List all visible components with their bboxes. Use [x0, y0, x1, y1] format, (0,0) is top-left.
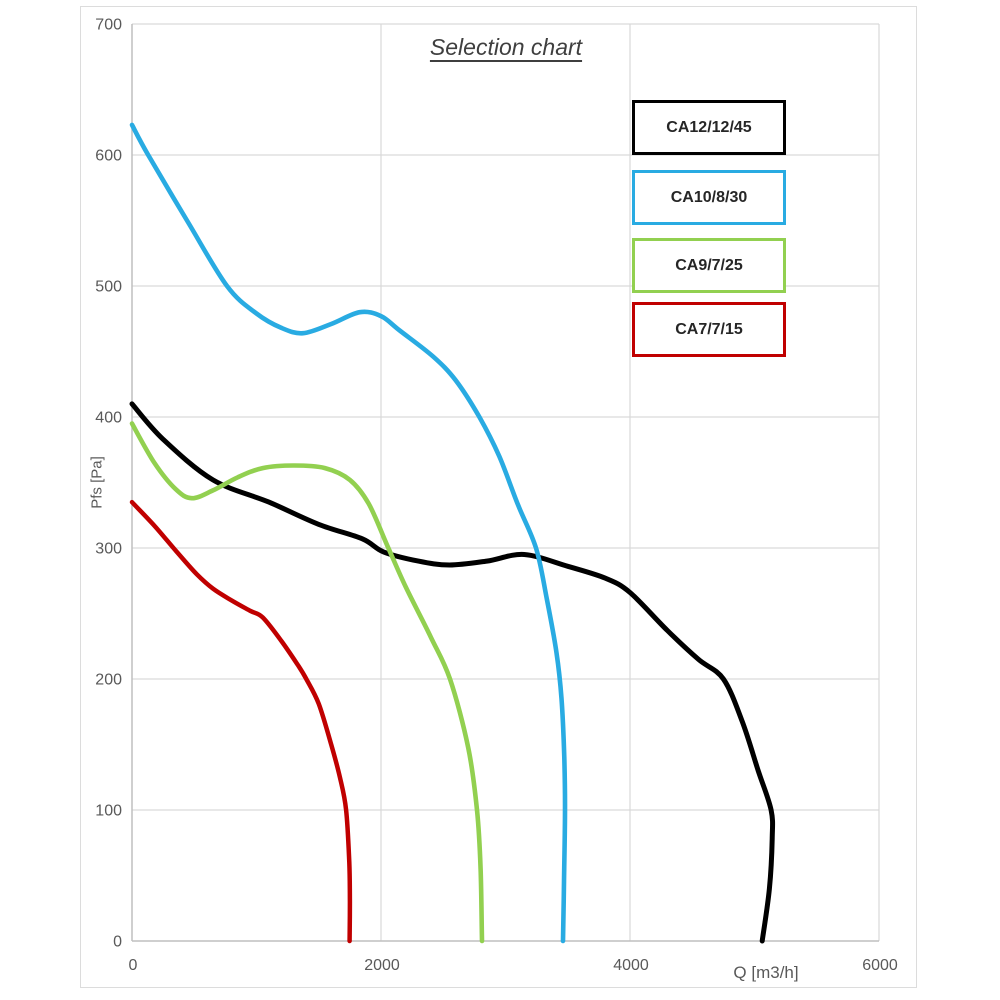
x-tick-label: 0 [129, 957, 138, 974]
curve-ca7-7-15 [129, 499, 353, 944]
y-tick-label: 0 [113, 934, 122, 951]
curve-ca10-8-30 [129, 122, 568, 944]
y-tick-label: 300 [95, 541, 122, 558]
curve-ca12-12-45 [129, 401, 776, 944]
y-tick-label: 400 [95, 410, 122, 427]
x-axis-title: Q [m3/h] [733, 963, 799, 982]
legend-item-ca7-7-15: CA7/7/15 [632, 302, 786, 357]
chart-title: Selection chart [429, 34, 583, 60]
x-tick-label: 4000 [613, 957, 649, 974]
legend-label: CA12/12/45 [666, 118, 752, 136]
curve-ca9-7-25 [129, 421, 485, 944]
x-tick-label: 6000 [862, 957, 898, 974]
chart-frame [80, 6, 917, 988]
legend-item-ca10-8-30: CA10/8/30 [632, 170, 786, 225]
curves [129, 122, 776, 944]
axis-lines [131, 24, 879, 942]
gridlines [132, 23, 880, 941]
x-tick-label: 2000 [364, 957, 400, 974]
legend-label: CA10/8/30 [670, 188, 748, 206]
y-tick-label: 600 [95, 148, 122, 165]
y-tick-label: 500 [95, 279, 122, 296]
y-tick-label: 100 [95, 803, 122, 820]
legend-item-ca12-12-45: CA12/12/45 [632, 100, 786, 155]
y-axis-title: Pfs [Pa] [88, 456, 106, 509]
legend-label: CA9/7/25 [675, 256, 743, 274]
legend-item-ca9-7-25: CA9/7/25 [632, 238, 786, 293]
legend-label: CA7/7/15 [675, 320, 743, 338]
y-tick-label: 200 [95, 672, 122, 689]
tick-labels: 0 100 200 300 400 500 600 700 0 2000 4000 6000 [95, 17, 898, 975]
y-tick-label: 700 [95, 17, 122, 34]
